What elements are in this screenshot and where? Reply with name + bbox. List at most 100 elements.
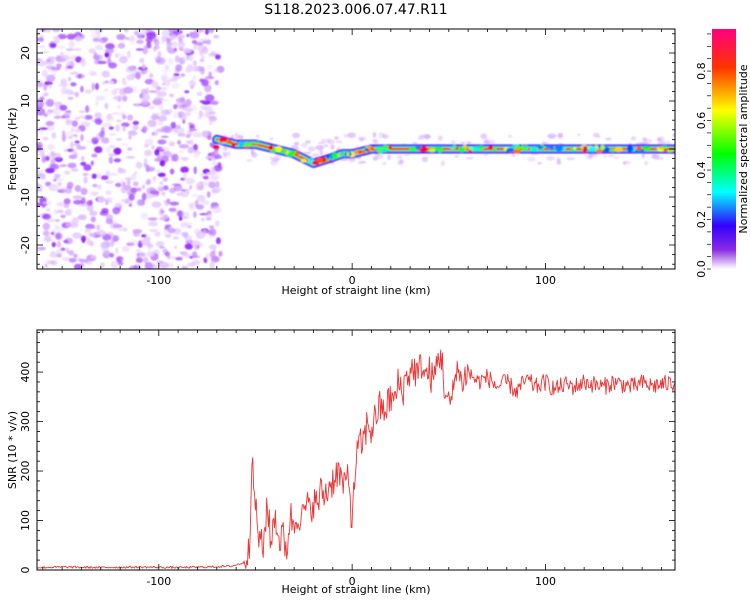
noise-blob bbox=[121, 198, 126, 203]
ridge-texture-dot bbox=[609, 149, 616, 152]
noise-blob bbox=[54, 232, 64, 241]
noise-blob bbox=[104, 48, 115, 53]
noise-blob bbox=[194, 199, 199, 207]
noise-blob bbox=[218, 250, 223, 257]
colorbar-gradient bbox=[712, 29, 736, 269]
noise-blob bbox=[128, 193, 135, 201]
ridge-halo-blob bbox=[438, 135, 443, 141]
noise-blob bbox=[37, 202, 42, 207]
noise-blob bbox=[52, 29, 61, 33]
noise-blob bbox=[41, 69, 48, 77]
noise-blob bbox=[175, 124, 181, 129]
noise-blob bbox=[42, 136, 49, 141]
ridge-texture-dot bbox=[524, 145, 529, 151]
noise-blob bbox=[127, 147, 133, 151]
ridge-halo-blob bbox=[651, 154, 657, 159]
ridge-halo-blob bbox=[272, 155, 282, 161]
ridge-texture-dot bbox=[614, 147, 623, 152]
noise-blob bbox=[135, 257, 143, 264]
noise-blob bbox=[170, 255, 177, 260]
noise-blob bbox=[71, 232, 81, 237]
noise-blob bbox=[204, 94, 215, 102]
noise-blob bbox=[141, 63, 146, 70]
noise-blob bbox=[38, 45, 46, 48]
colorbar: 0.0 0.2 0.4 0.6 0.8 Normalized spectral ampl… bbox=[695, 29, 750, 278]
ridge-halo-blob bbox=[381, 161, 388, 165]
noise-blob bbox=[141, 192, 147, 201]
noise-blob bbox=[97, 60, 107, 65]
noise-blob bbox=[191, 193, 198, 197]
ridge-texture-dot bbox=[373, 146, 380, 150]
noise-blob bbox=[185, 188, 190, 195]
noise-blob bbox=[131, 85, 138, 94]
noise-blob bbox=[67, 77, 72, 82]
noise-blob bbox=[42, 222, 51, 231]
ridge-halo-blob bbox=[300, 142, 308, 148]
noise-blob bbox=[95, 82, 99, 91]
noise-blob bbox=[141, 93, 150, 102]
noise-blob bbox=[185, 239, 194, 244]
noise-blob bbox=[126, 114, 134, 121]
noise-blob bbox=[205, 252, 211, 260]
noise-blob bbox=[121, 122, 130, 128]
noise-blob bbox=[43, 92, 49, 96]
noise-blob bbox=[184, 90, 190, 94]
ridge-halo-blob bbox=[256, 134, 260, 138]
noise-blob bbox=[191, 259, 201, 266]
noise-blob bbox=[80, 134, 84, 142]
noise-blob bbox=[127, 130, 138, 136]
noise-blob bbox=[193, 211, 197, 218]
ridge-texture-dot bbox=[331, 152, 338, 159]
noise-blob bbox=[158, 246, 165, 249]
noise-blob bbox=[116, 33, 126, 41]
noise-blob bbox=[176, 210, 185, 218]
ridge-halo-blob bbox=[305, 140, 311, 144]
noise-blob bbox=[149, 190, 160, 195]
noise-blob bbox=[146, 29, 151, 33]
noise-blob bbox=[109, 144, 116, 149]
noise-blob bbox=[159, 181, 164, 186]
noise-blob bbox=[166, 40, 172, 48]
noise-blob bbox=[57, 242, 62, 248]
noise-blob bbox=[101, 208, 109, 214]
noise-blob bbox=[171, 183, 181, 186]
y-tick-label: 10 bbox=[19, 94, 32, 108]
ridge-texture-dot bbox=[458, 147, 466, 151]
noise-blob bbox=[186, 33, 190, 38]
ridge-halo-blob bbox=[588, 152, 593, 159]
noise-blob bbox=[208, 115, 218, 122]
colorbar-label: Normalized spectral amplitude bbox=[737, 64, 750, 233]
noise-blob bbox=[208, 233, 214, 239]
noise-blob bbox=[94, 234, 102, 238]
ridge-halo-blob bbox=[454, 155, 460, 158]
noise-blob bbox=[81, 155, 85, 162]
noise-blob bbox=[193, 46, 197, 50]
noise-blob bbox=[118, 261, 124, 266]
noise-blob bbox=[156, 93, 162, 98]
ridge-halo-blob bbox=[508, 134, 513, 138]
ridge-halo-blob bbox=[547, 133, 557, 139]
noise-blob bbox=[163, 229, 168, 236]
noise-blob bbox=[193, 166, 197, 175]
noise-blob bbox=[205, 155, 215, 159]
noise-blob bbox=[205, 29, 209, 35]
noise-blob bbox=[163, 214, 169, 220]
noise-blob bbox=[180, 73, 186, 77]
noise-blob bbox=[181, 231, 189, 237]
ridge-texture-dot bbox=[415, 146, 422, 150]
noise-blob bbox=[143, 256, 149, 264]
noise-blob bbox=[185, 235, 193, 241]
noise-blob bbox=[152, 45, 157, 52]
noise-blob bbox=[97, 184, 102, 190]
noise-blob bbox=[37, 81, 44, 88]
noise-blob bbox=[196, 151, 201, 154]
ridge-halo-blob bbox=[641, 153, 645, 159]
noise-blob bbox=[112, 235, 120, 242]
noise-blob bbox=[132, 124, 139, 131]
noise-blob bbox=[160, 125, 170, 133]
noise-blob bbox=[204, 84, 212, 93]
ridge-texture-dot bbox=[337, 153, 341, 157]
noise-blob bbox=[156, 169, 161, 174]
ridge-halo-blob bbox=[317, 141, 326, 145]
